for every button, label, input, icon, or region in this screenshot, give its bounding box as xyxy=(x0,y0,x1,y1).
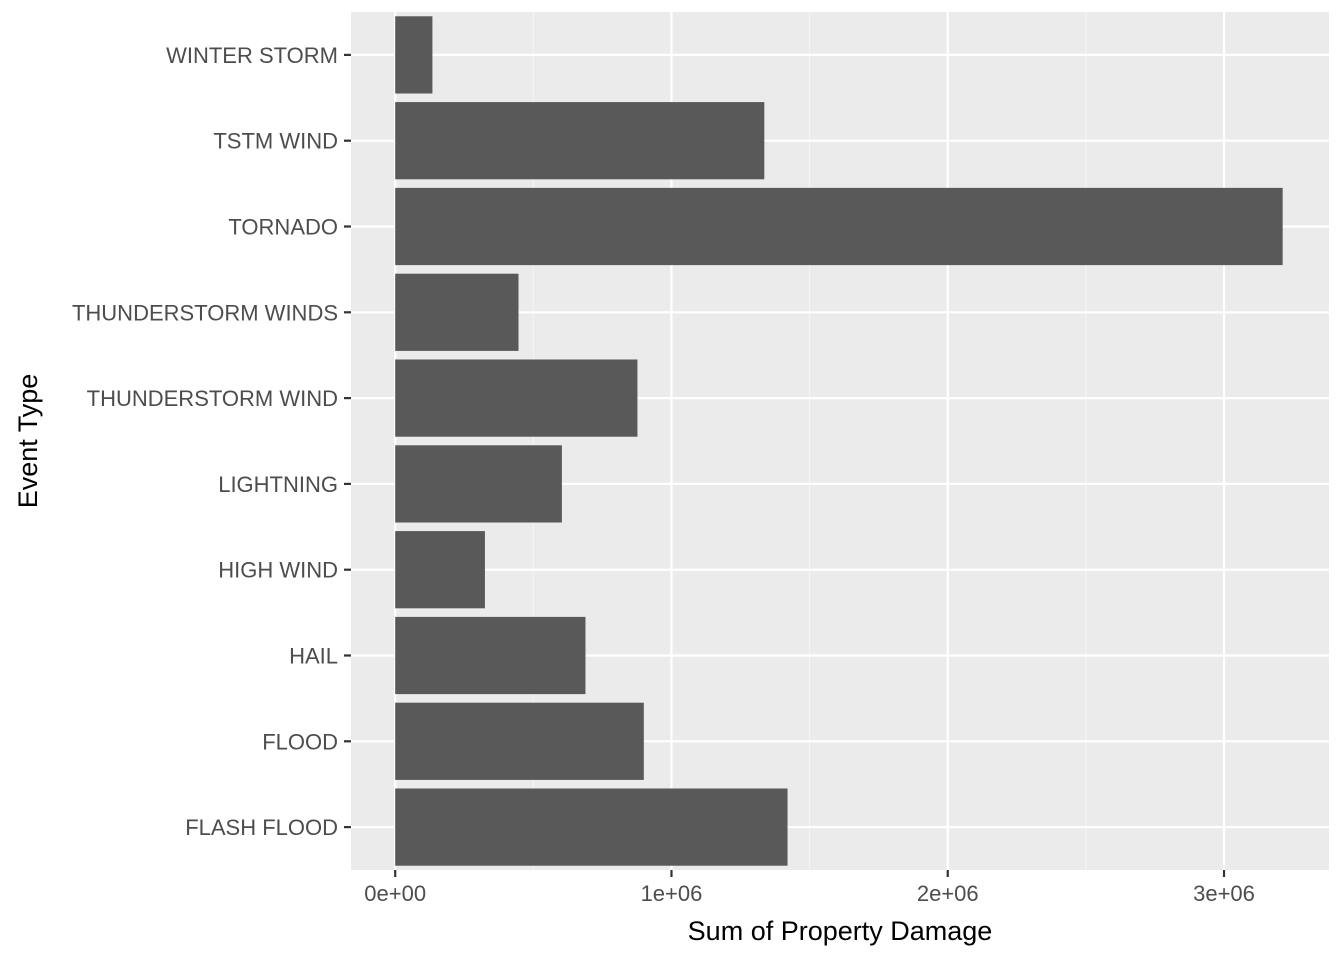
y-tick-label: TORNADO xyxy=(228,215,338,240)
bar xyxy=(395,445,562,523)
x-axis-title: Sum of Property Damage xyxy=(688,916,993,946)
y-tick-label: HAIL xyxy=(289,644,338,669)
bar xyxy=(395,359,638,437)
bar xyxy=(395,702,644,780)
x-tick-label: 3e+06 xyxy=(1193,881,1255,906)
x-tick-label: 2e+06 xyxy=(917,881,979,906)
y-tick-label: FLOOD xyxy=(262,729,338,754)
x-tick-label: 0e+00 xyxy=(364,881,426,906)
y-tick-label: WINTER STORM xyxy=(166,43,338,68)
x-tick-label: 1e+06 xyxy=(641,881,703,906)
bar xyxy=(395,788,788,866)
y-tick-label: LIGHTNING xyxy=(218,472,338,497)
bars xyxy=(395,16,1283,866)
bar xyxy=(395,187,1283,266)
y-tick-label: THUNDERSTORM WINDS xyxy=(72,300,338,325)
y-axis: WINTER STORM TSTM WIND TORNADO THUNDERSTORM… xyxy=(72,43,351,840)
bar xyxy=(395,273,519,351)
y-tick-label: HIGH WIND xyxy=(218,558,338,583)
y-tick-label: FLASH FLOOD xyxy=(185,815,338,840)
bar xyxy=(395,102,765,180)
y-axis-title: Event Type xyxy=(13,374,43,509)
y-tick-label: TSTM WIND xyxy=(213,129,338,154)
bar xyxy=(395,531,485,609)
bar xyxy=(395,16,433,94)
y-tick-label: THUNDERSTORM WIND xyxy=(87,386,338,411)
bar xyxy=(395,616,586,695)
x-axis: 0e+00 1e+06 2e+06 3e+06 xyxy=(364,870,1255,906)
